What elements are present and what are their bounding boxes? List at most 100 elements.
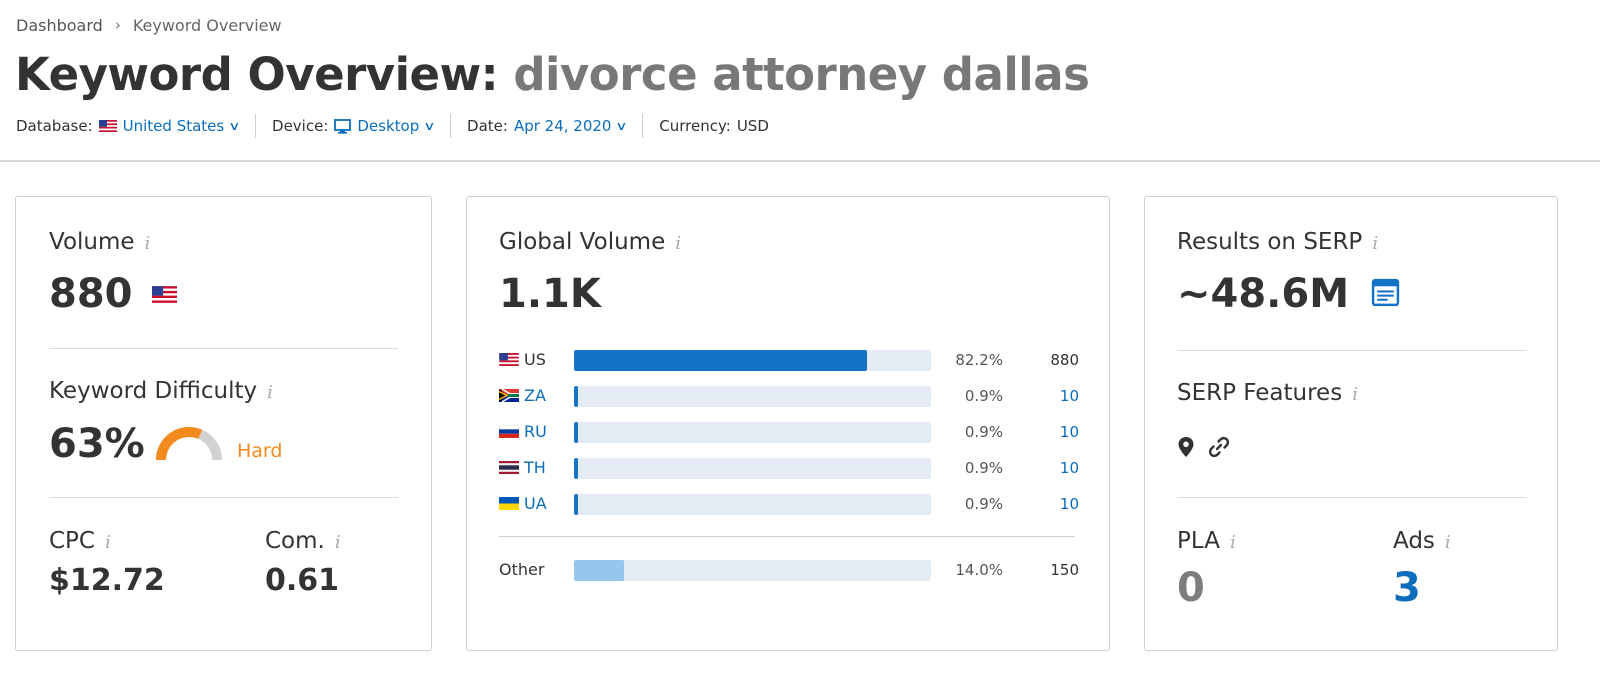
country-code[interactable]: TH (524, 458, 546, 477)
us-flag-icon (152, 286, 177, 303)
other-label: Other (499, 560, 544, 579)
chevron-down-icon: ∨ (616, 119, 628, 133)
share-bar-fill (574, 386, 578, 407)
share-percent: 82.2% (955, 351, 1003, 369)
country-code[interactable]: RU (524, 422, 547, 441)
pla-value: 0 (1177, 565, 1205, 611)
share-bar-track (574, 560, 931, 581)
country-row-za[interactable]: ZA 0.9% 10 (499, 384, 1079, 408)
competition-label-text: Com. (265, 528, 325, 554)
difficulty-gauge (155, 427, 223, 463)
filter-separator (642, 114, 643, 138)
filter-separator (450, 114, 451, 138)
keyword-difficulty-label: Keyword Difficulty i (49, 378, 273, 404)
us-flag-icon (99, 120, 117, 132)
info-icon[interactable]: i (267, 382, 273, 403)
volume-value-row: 880 (49, 271, 177, 317)
card-divider (49, 348, 398, 349)
chevron-right-icon: › (115, 16, 121, 34)
info-icon[interactable]: i (1445, 532, 1451, 553)
ukraine-flag-icon (499, 497, 519, 510)
ads-value[interactable]: 3 (1393, 565, 1421, 611)
map-pin-icon[interactable] (1177, 436, 1195, 458)
info-icon[interactable]: i (105, 532, 111, 553)
results-on-serp-row: ~48.6M (1177, 271, 1400, 317)
chevron-down-icon: ∨ (228, 119, 240, 133)
share-percent: 0.9% (965, 387, 1003, 405)
serp-card: Results on SERP i ~48.6M SERP Features i (1144, 196, 1558, 651)
volume-card: Volume i 880 Keyword Difficulty i 63% Hard… (15, 196, 432, 651)
global-volume-card: Global Volume i 1.1K US 82.2% 880 ZA (466, 196, 1110, 651)
country-volume: 880 (1050, 351, 1079, 369)
volume-value: 880 (49, 271, 133, 317)
info-icon[interactable]: i (1372, 233, 1378, 254)
country-volume[interactable]: 10 (1060, 495, 1079, 513)
info-icon[interactable]: i (335, 532, 341, 553)
breadcrumb-current: Keyword Overview (133, 16, 282, 35)
thailand-flag-icon (499, 461, 519, 474)
database-label: Database: (16, 117, 93, 135)
pla-label-text: PLA (1177, 528, 1220, 554)
share-bar-track (574, 350, 931, 371)
country-volume[interactable]: 10 (1060, 459, 1079, 477)
date-label: Date: (467, 117, 508, 135)
serp-features-label: SERP Features i (1177, 380, 1358, 406)
date-filter[interactable]: Date: Apr 24, 2020 ∨ (467, 117, 626, 135)
us-flag-icon (499, 353, 519, 366)
database-value: United States (123, 117, 225, 135)
share-percent: 0.9% (965, 459, 1003, 477)
keyword-difficulty-value: 63% (49, 421, 145, 467)
share-bar-track (574, 494, 931, 515)
info-icon[interactable]: i (1352, 384, 1358, 405)
country-code[interactable]: ZA (524, 386, 546, 405)
pla-label: PLA i (1177, 528, 1236, 554)
country-row-ru[interactable]: RU 0.9% 10 (499, 420, 1079, 444)
date-value: Apr 24, 2020 (514, 117, 612, 135)
global-volume-label-text: Global Volume (499, 229, 665, 255)
serp-features-icons (1177, 435, 1231, 459)
difficulty-level: Hard (237, 440, 282, 462)
share-bar-track (574, 386, 931, 407)
results-on-serp-value: ~48.6M (1177, 271, 1349, 317)
info-icon[interactable]: i (1230, 532, 1236, 553)
south-africa-flag-icon (499, 389, 519, 402)
serp-features-label-text: SERP Features (1177, 380, 1342, 406)
link-icon[interactable] (1207, 435, 1231, 459)
country-code[interactable]: UA (524, 494, 547, 513)
cpc-value: $12.72 (49, 563, 165, 598)
card-divider (49, 497, 398, 498)
device-value: Desktop (357, 117, 419, 135)
share-bar-fill (574, 350, 867, 371)
page-title-prefix: Keyword Overview: (15, 48, 498, 101)
country-row-other: Other 14.0% 150 (499, 558, 1079, 582)
page-title: Keyword Overview: divorce attorney dalla… (15, 48, 1089, 101)
device-filter[interactable]: Device: Desktop ∨ (272, 117, 434, 135)
breadcrumb-dashboard-link[interactable]: Dashboard (16, 16, 103, 35)
share-percent: 14.0% (955, 561, 1003, 579)
share-bar-track (574, 458, 931, 479)
country-volume[interactable]: 10 (1060, 387, 1079, 405)
card-divider (499, 536, 1075, 537)
country-row-th[interactable]: TH 0.9% 10 (499, 456, 1079, 480)
country-row-ua[interactable]: UA 0.9% 10 (499, 492, 1079, 516)
results-on-serp-label-text: Results on SERP (1177, 229, 1362, 255)
ads-label: Ads i (1393, 528, 1451, 554)
device-label: Device: (272, 117, 328, 135)
cpc-label-text: CPC (49, 528, 95, 554)
header-divider (0, 160, 1600, 162)
country-volume[interactable]: 10 (1060, 423, 1079, 441)
volume-label-text: Volume (49, 229, 135, 255)
keyword-difficulty-label-text: Keyword Difficulty (49, 378, 257, 404)
currency-label: Currency: (659, 117, 731, 135)
currency-value: USD (737, 117, 769, 135)
country-row-us: US 82.2% 880 (499, 348, 1079, 372)
share-bar-fill (574, 422, 578, 443)
database-filter[interactable]: Database: United States ∨ (16, 117, 239, 135)
serp-snapshot-icon[interactable] (1371, 278, 1400, 307)
info-icon[interactable]: i (145, 233, 151, 254)
cpc-label: CPC i (49, 528, 111, 554)
share-bar-fill (574, 560, 624, 581)
currency-filter: Currency: USD (659, 117, 769, 135)
info-icon[interactable]: i (675, 233, 681, 254)
volume-label: Volume i (49, 229, 150, 255)
